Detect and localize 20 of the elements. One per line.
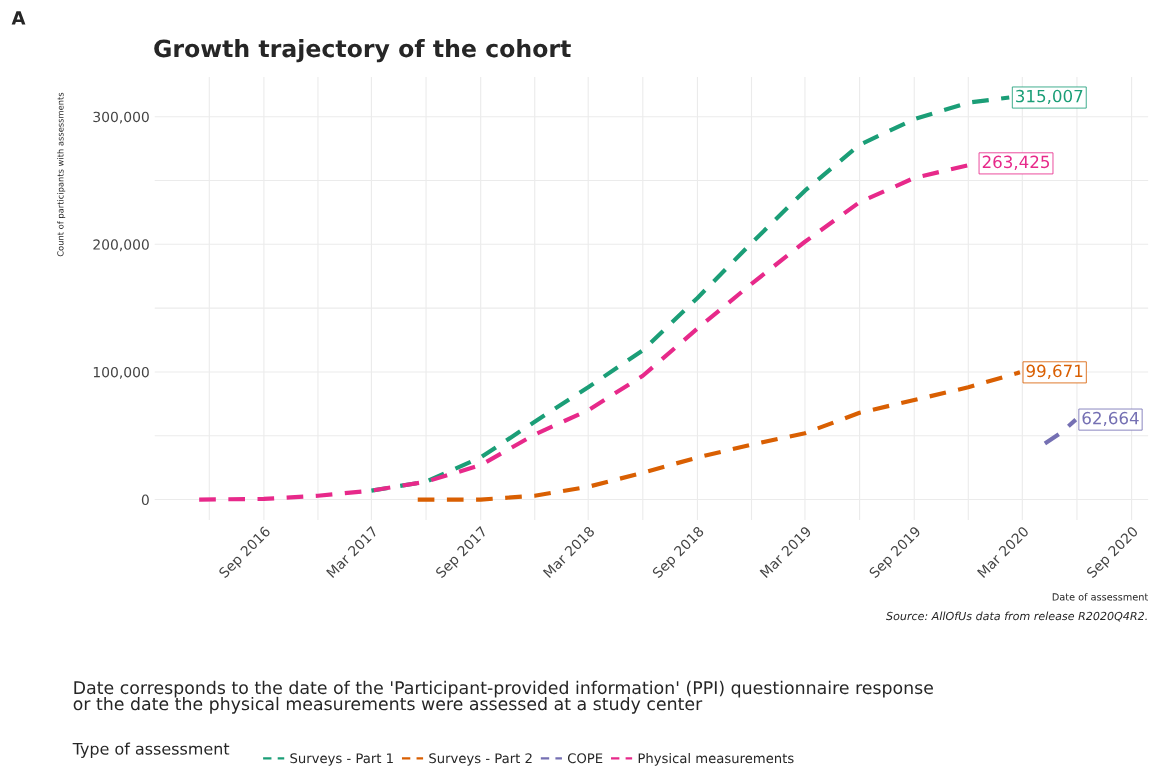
y-tick-label: 200,000 — [93, 239, 149, 252]
data-label: 99,671 — [1026, 364, 1083, 379]
y-tick-label: 0 — [141, 494, 149, 506]
legend-label: Physical measurements — [638, 752, 794, 766]
line-series — [415, 370, 1023, 502]
data-label: 62,664 — [1082, 411, 1139, 427]
text: Date corresponds to the date of the 'Participant-provided information' (PPI) questionnaire response or the date the physical measurements were assessed at a study center — [73, 680, 933, 714]
legend-label: Surveys - Part 2 — [429, 753, 532, 766]
text: A — [11, 11, 26, 25]
x-axis-title: Date of assessment — [1052, 593, 1148, 601]
legend-label: COPE — [567, 753, 603, 764]
legend-title: Type of assessment — [72, 742, 230, 758]
data-label: 315,007 — [1016, 89, 1083, 105]
chart-title: Growth trajectory of the cohort — [154, 39, 571, 63]
y-axis-title: Count of participants with assessments — [57, 92, 66, 257]
data-label: 263,425 — [982, 155, 1050, 170]
y-tick-label: 100,000 — [93, 366, 149, 379]
source-note: Source: AllOfUs data from release R2020Q4R2. — [886, 611, 1147, 622]
legend-label: Surveys - Part 1 — [290, 753, 393, 766]
y-tick-label: 300,000 — [93, 111, 149, 124]
